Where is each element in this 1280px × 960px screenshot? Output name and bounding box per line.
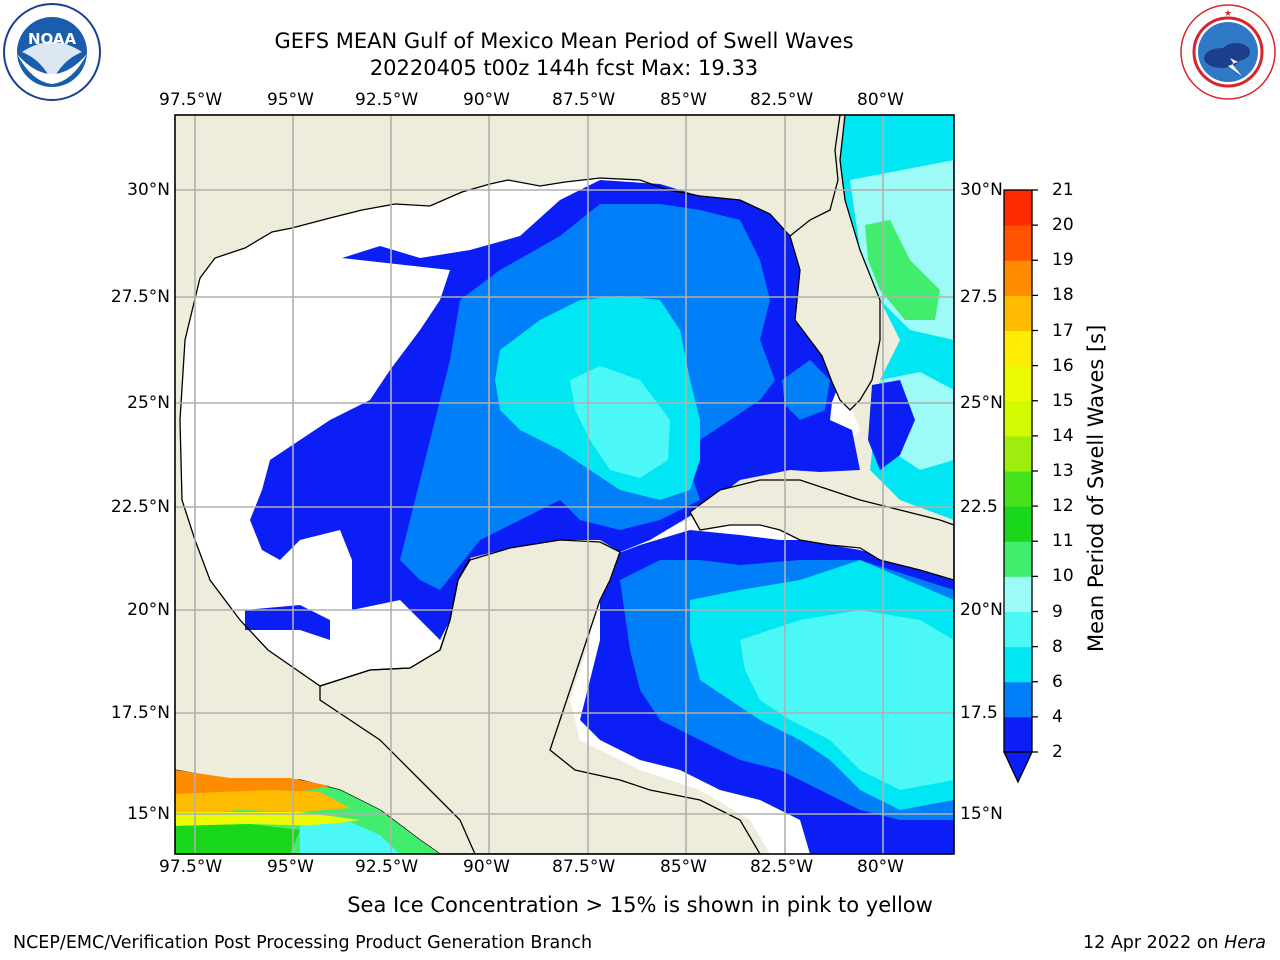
lon-label-bottom: 82.5°W [750,857,814,877]
colorbar-tick-label: 6 [1052,671,1063,692]
footer-date: 12 Apr 2022 on Hera [1083,932,1266,954]
lon-label-top: 87.5°W [552,90,616,110]
noaa-logo: NOAA [3,3,101,101]
lat-label-right: 15°N [960,804,1003,824]
colorbar-segment [1004,611,1032,648]
florida-land [789,115,881,411]
lon-label-bottom: 80°W [857,857,904,877]
colorbar-tick-label: 15 [1052,390,1074,411]
colorbar-segment [1004,365,1032,402]
colorbar-tick-label: 21 [1052,180,1074,200]
colorbar-tick-label: 12 [1052,496,1074,517]
colorbar-tick-label: 13 [1052,461,1074,481]
colorbar-extend-arrow [1002,751,1034,784]
lat-label-right: 17.5 [960,703,998,723]
colorbar-segment [1004,435,1032,472]
colorbar-segment [1004,225,1032,261]
colorbar-segment [1004,646,1032,683]
colorbar-segment [1004,400,1032,437]
sea-ice-caption: Sea Ice Concentration > 15% is shown in … [347,893,933,917]
lat-label-right: 20°N [960,600,1003,620]
colorbar-tick-label: 8 [1052,636,1063,657]
lat-label-right: 22.5 [960,497,998,517]
lat-label-left: 27.5°N [110,287,170,307]
footer-host: Hera [1224,933,1266,953]
colorbar-tick-label: 16 [1052,355,1074,376]
lon-label-top: 95°W [267,90,314,110]
lon-label-bottom: 85°W [660,857,707,877]
lat-label-right: 25°N [960,393,1003,413]
colorbar-tick-label: 4 [1052,706,1063,727]
colorbar-tick-label: 2 [1052,742,1063,762]
lon-label-top: 92.5°W [355,90,419,110]
colorbar-tick-label: 14 [1052,425,1074,446]
svg-text:★: ★ [1224,9,1232,19]
colorbar-label: Mean Period of Swell Waves [s] [1084,324,1108,652]
colorbar-segment [1004,471,1032,507]
footer-branch: NCEP/EMC/Verification Post Processing Pr… [13,933,593,953]
colorbar-segment [1004,295,1032,331]
colorbar-segment [1004,576,1032,612]
lon-label-bottom: 97.5°W [159,857,223,877]
map-title: GEFS MEAN Gulf of Mexico Mean Period of … [274,29,854,53]
lat-label-left: 22.5°N [110,497,170,517]
lon-label-bottom: 87.5°W [552,857,616,877]
nws-logo: ★ [1180,4,1276,100]
cuba-land [689,479,954,581]
lon-label-top: 80°W [857,90,904,110]
lat-label-left: 25°N [127,393,170,413]
lon-label-top: 90°W [463,90,510,110]
lon-label-top: 82.5°W [750,90,814,110]
colorbar-tick-label: 17 [1052,320,1074,341]
colorbar-tick-label: 18 [1052,285,1074,306]
colorbar-segment [1004,260,1032,296]
lat-label-left: 20°N [127,600,170,620]
colorbar-segment [1004,506,1032,542]
lat-label-right: 30°N [960,180,1003,200]
map-frame [174,114,955,855]
lat-label-right: 27.5 [960,287,998,307]
lat-label-left: 30°N [127,180,170,200]
colorbar-tick-label: 9 [1052,601,1063,622]
colorbar-segment [1004,681,1032,718]
lon-label-top: 97.5°W [159,90,223,110]
colorbar-segment [1004,190,1032,226]
footer-date-text: 12 Apr 2022 on [1083,933,1225,953]
colorbar [1002,189,1038,784]
gridlines [175,115,954,854]
lon-label-bottom: 92.5°W [355,857,419,877]
lon-label-bottom: 90°W [463,857,510,877]
noaa-logo-text: NOAA [28,30,77,48]
colorbar-tick-label: 10 [1052,566,1074,587]
colorbar-segment [1004,716,1032,753]
lat-label-left: 15°N [127,804,170,824]
colorbar-tick-label: 20 [1052,215,1074,236]
coastline [179,177,791,687]
colorbar-tick-label: 11 [1052,531,1074,552]
colorbar-segment [1004,541,1032,577]
colorbar-tick-label: 19 [1052,250,1074,271]
lon-label-top: 85°W [660,90,707,110]
lat-label-left: 17.5°N [110,703,170,723]
colorbar-segment [1004,330,1032,367]
map-subtitle: 20220405 t00z 144h fcst Max: 19.33 [369,56,759,80]
lon-label-bottom: 95°W [267,857,314,877]
